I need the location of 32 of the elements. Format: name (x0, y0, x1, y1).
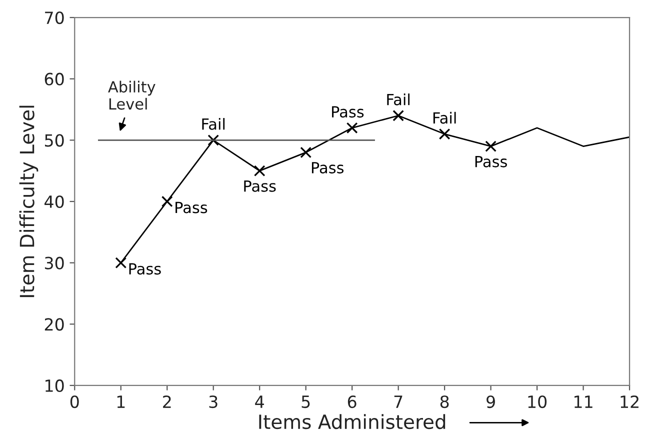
annotation: Pass (475, 156, 507, 168)
annotation: Fail (433, 112, 456, 124)
x-tick-label: 8 (440, 395, 449, 408)
x-tick-label: 10 (528, 395, 547, 408)
annotation: Pass (129, 263, 161, 275)
ref-line-label: Ability Level (108, 80, 156, 110)
y-tick-label: 10 (46, 379, 64, 392)
annotation: Fail (387, 93, 410, 106)
x-tick-label: 7 (394, 396, 402, 408)
annotation: Pass (332, 106, 364, 118)
x-tick-label: 6 (348, 395, 356, 408)
annotation: Pass (312, 162, 344, 174)
annotation: Pass (176, 202, 208, 214)
x-tick-label: 4 (255, 396, 264, 408)
annotation: Fail (202, 118, 225, 130)
x-tick-label: 5 (302, 396, 310, 408)
x-axis-title: Items Administered (259, 414, 446, 430)
y-tick-label: 40 (44, 195, 64, 208)
y-tick-label: 60 (44, 72, 64, 86)
x-tick-label: 3 (209, 395, 218, 408)
x-tick-label: 9 (486, 395, 495, 408)
annotation: Pass (244, 180, 276, 192)
y-axis-title: Item Difficulty Level (19, 106, 38, 298)
x-tick-label: 0 (70, 395, 79, 408)
y-tick-label: 70 (45, 11, 64, 24)
x-tick-label: 11 (574, 396, 592, 408)
y-tick-label: 50 (44, 134, 64, 147)
y-tick-label: 30 (44, 256, 64, 270)
x-tick-label: 2 (163, 395, 171, 408)
y-tick-label: 20 (44, 318, 64, 331)
x-tick-label: 1 (117, 396, 125, 408)
x-tick-label: 12 (620, 395, 638, 408)
